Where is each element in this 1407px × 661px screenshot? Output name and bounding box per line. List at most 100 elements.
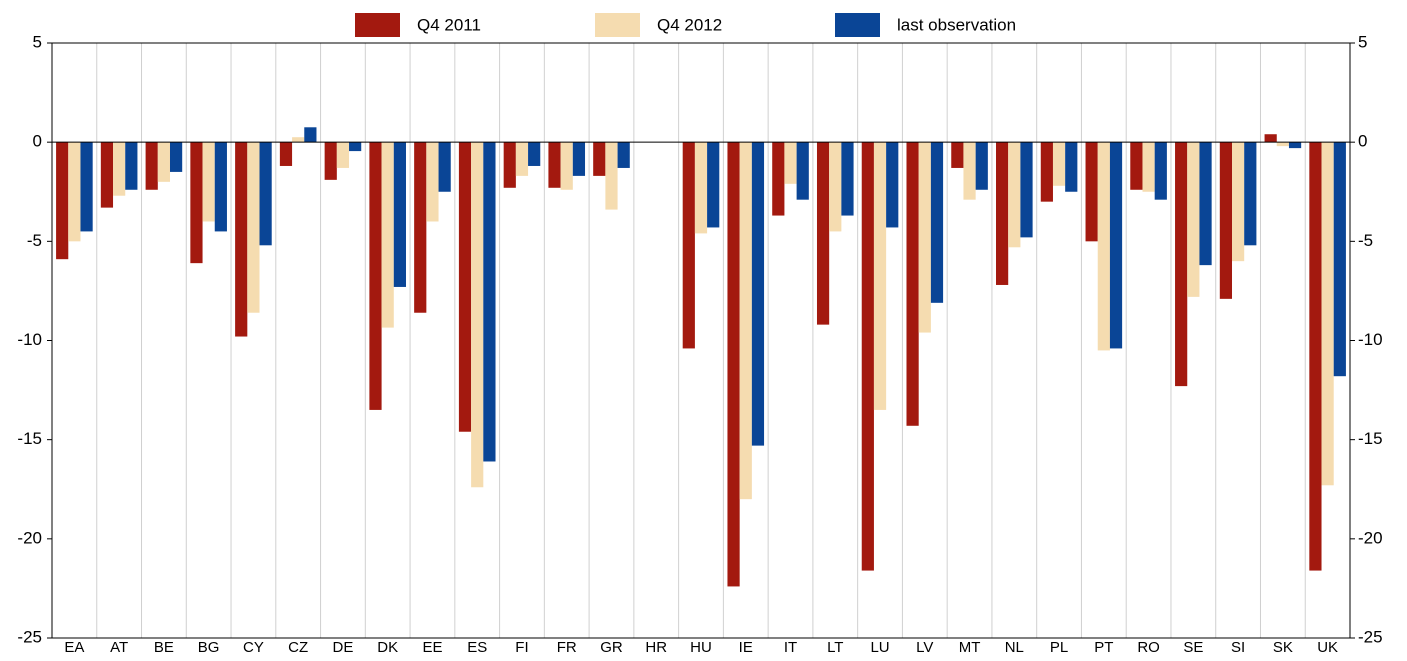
x-tick-label: MT [959, 639, 981, 656]
bar [1244, 142, 1257, 246]
bar [324, 142, 337, 180]
bar [515, 142, 529, 176]
bar [214, 142, 227, 232]
bar [548, 142, 561, 188]
bar [560, 142, 573, 190]
x-tick-label: CZ [288, 639, 308, 656]
bar [1097, 142, 1110, 351]
bar [694, 142, 708, 234]
y2-tick-label: -15 [1358, 429, 1383, 448]
bar [1085, 142, 1098, 242]
bar [930, 142, 944, 303]
bar [1288, 142, 1302, 149]
bar [918, 142, 931, 333]
bar [886, 142, 899, 228]
bar [381, 142, 394, 328]
x-tick-label: LU [870, 639, 889, 656]
bar [471, 142, 484, 488]
bar [1199, 142, 1212, 266]
bar [235, 142, 248, 337]
bar [605, 142, 618, 210]
bar [259, 142, 272, 246]
bar [1276, 142, 1289, 147]
x-tick-label: NL [1005, 639, 1024, 656]
x-tick-label: ES [467, 639, 487, 656]
bar [1232, 142, 1245, 262]
bar [1052, 142, 1066, 186]
bar [727, 142, 740, 587]
bar [56, 142, 69, 260]
bar [503, 142, 516, 188]
bar [796, 142, 809, 200]
bar [145, 142, 158, 190]
bar [1309, 142, 1322, 571]
bar [528, 142, 541, 166]
y-tick-label: 5 [33, 32, 42, 51]
bar [80, 142, 93, 232]
bar [458, 142, 472, 432]
bar [369, 142, 382, 410]
grid [96, 43, 1306, 638]
bar [816, 142, 830, 325]
bar [1175, 142, 1188, 387]
x-tick-label: LT [827, 639, 843, 656]
y2-tick-label: 5 [1358, 32, 1367, 51]
x-tick-label: IT [784, 639, 797, 656]
bar [1333, 142, 1346, 377]
x-tick-label: AT [110, 639, 128, 656]
bar [1130, 142, 1143, 190]
x-tick-label: IE [739, 639, 753, 656]
x-tick-label: GR [600, 639, 623, 656]
bar [829, 142, 842, 232]
x-tick-label: DK [377, 639, 398, 656]
y2-tick-label: 0 [1358, 132, 1367, 151]
bar [426, 142, 439, 222]
y-tick-label: 0 [33, 132, 42, 151]
bar [861, 142, 874, 571]
bar [593, 142, 606, 176]
bar [125, 142, 138, 190]
bar [169, 142, 183, 172]
y-tick-label: -15 [17, 429, 42, 448]
bar [841, 142, 854, 216]
x-tick-label: SE [1183, 639, 1203, 656]
bar [751, 142, 765, 446]
bar [1040, 142, 1053, 202]
bar [349, 142, 362, 152]
bar [617, 142, 630, 168]
bar [963, 142, 976, 200]
bar [393, 142, 406, 287]
x-tick-label: HU [690, 639, 712, 656]
bar [707, 142, 720, 228]
x-tick-label: SI [1231, 639, 1245, 656]
x-tick-label: PT [1094, 639, 1113, 656]
x-tick-label: BE [154, 639, 174, 656]
x-tick-label: RO [1137, 639, 1160, 656]
x-tick-label: PL [1050, 639, 1068, 656]
y-tick-label: -20 [17, 528, 42, 547]
x-tick-label: BG [198, 639, 220, 656]
bar [682, 142, 695, 349]
bar [975, 142, 988, 190]
bar [1264, 134, 1277, 143]
y2-tick-label: -25 [1358, 627, 1383, 646]
y-tick-label: -5 [27, 231, 42, 250]
bar [336, 142, 350, 168]
x-tick-label: UK [1317, 639, 1338, 656]
x-tick-label: EE [422, 639, 442, 656]
bar [996, 142, 1009, 285]
plot-frame [51, 42, 1351, 639]
bar [68, 142, 81, 242]
bar [1065, 142, 1078, 192]
y2-tick-label: -5 [1358, 231, 1373, 250]
bar [1187, 142, 1200, 297]
bar [100, 142, 114, 208]
legend-label: last observation [897, 15, 1016, 34]
bar [438, 142, 451, 192]
y-tick-label: -10 [17, 330, 42, 349]
x-tick-label: LV [916, 639, 933, 656]
bar [483, 142, 496, 462]
bar [572, 142, 586, 176]
bar [1154, 142, 1167, 200]
